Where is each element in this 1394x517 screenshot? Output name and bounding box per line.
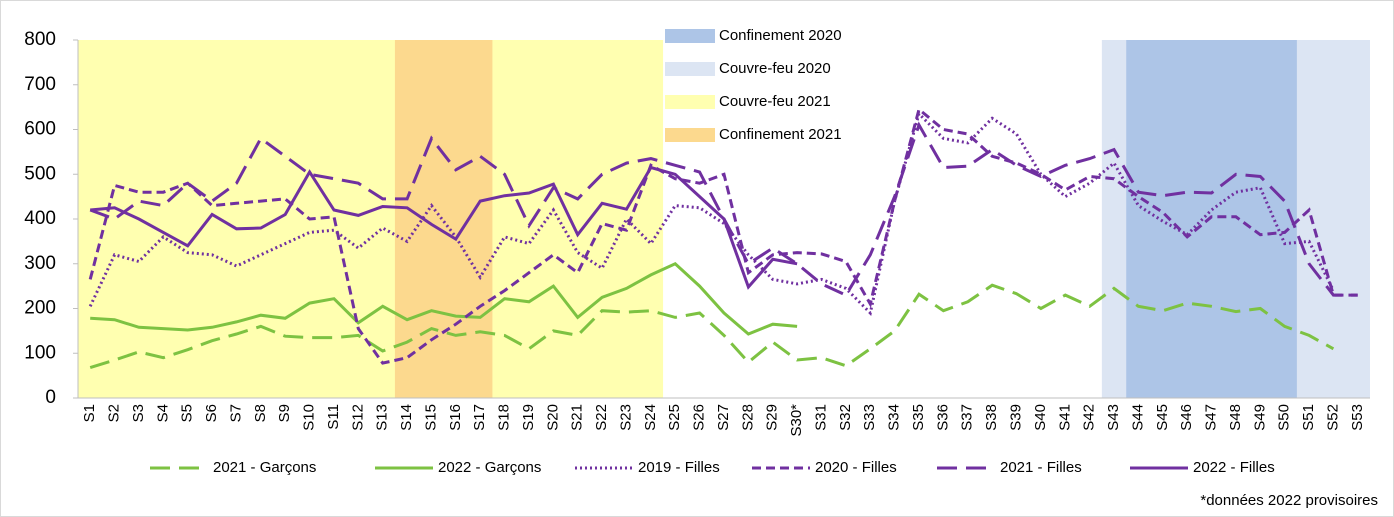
x-tick-label: S39 (1007, 404, 1024, 431)
y-tick-label: 0 (45, 387, 56, 408)
legend-swatch (665, 128, 715, 142)
x-tick-label: S33 (861, 404, 878, 431)
x-tick-label: S30* (788, 404, 805, 437)
period-band (394, 40, 493, 398)
x-tick-label: S52 (1324, 404, 1341, 431)
legend-label: 2021 - Garçons (213, 459, 316, 476)
x-tick-label: S15 (422, 404, 439, 431)
x-tick-label: S44 (1129, 404, 1146, 431)
x-tick-label: S12 (349, 404, 366, 431)
legend-label: Confinement 2020 (719, 27, 842, 44)
x-tick-label: S5 (179, 404, 196, 422)
y-tick-label: 200 (24, 298, 56, 319)
x-tick-label: S29 (764, 404, 781, 431)
y-tick-label: 500 (24, 163, 56, 184)
legend-label: Couvre-feu 2020 (719, 60, 831, 77)
x-tick-label: S2 (106, 404, 123, 422)
y-tick-label: 400 (24, 208, 56, 229)
x-tick-label: S47 (1203, 404, 1220, 431)
x-tick-label: S1 (81, 404, 98, 422)
x-tick-label: S31 (812, 404, 829, 431)
x-tick-label: S13 (374, 404, 391, 431)
x-tick-label: S19 (520, 404, 537, 431)
legend-swatch (665, 29, 715, 43)
legend-label: 2022 - Filles (1193, 459, 1275, 476)
series-line (90, 262, 798, 336)
x-tick-label: S26 (691, 404, 708, 431)
x-tick-label: S36 (934, 404, 951, 431)
period-band (1126, 40, 1297, 398)
series-line (90, 165, 798, 290)
x-tick-label: S6 (203, 404, 220, 422)
footnote: *données 2022 provisoires (1200, 492, 1378, 509)
x-tick-label: S11 (325, 404, 342, 430)
legend-label: Couvre-feu 2021 (719, 93, 831, 110)
x-tick-label: S3 (130, 404, 147, 422)
x-tick-label: S14 (398, 404, 415, 431)
y-tick-label: 800 (24, 29, 56, 50)
x-tick-label: S51 (1300, 404, 1317, 431)
x-tick-label: S16 (447, 404, 464, 431)
x-tick-label: S23 (617, 404, 634, 431)
x-tick-label: S21 (569, 404, 586, 431)
x-tick-label: S27 (715, 404, 732, 431)
x-tick-label: S28 (739, 404, 756, 431)
x-tick-label: S24 (642, 404, 659, 431)
x-tick-label: S43 (1105, 404, 1122, 431)
y-tick-label: 700 (24, 74, 56, 95)
x-tick-label: S45 (1154, 404, 1171, 431)
series-line (88, 106, 1358, 365)
x-tick-label: S25 (666, 404, 683, 431)
x-tick-label: S35 (910, 404, 927, 431)
y-tick-label: 600 (24, 119, 56, 140)
x-tick-label: S49 (1251, 404, 1268, 431)
x-tick-label: S7 (227, 404, 244, 422)
legend-label: 2022 - Garçons (438, 459, 541, 476)
x-tick-label: S40 (1032, 404, 1049, 431)
legend-label: 2020 - Filles (815, 459, 897, 476)
x-tick-label: S18 (496, 404, 513, 431)
period-band (78, 40, 664, 398)
legend-swatch (665, 95, 715, 109)
x-tick-label: S50 (1276, 404, 1293, 431)
y-tick-label: 300 (24, 253, 56, 274)
x-tick-label: S8 (252, 404, 269, 422)
x-tick-label: S42 (1081, 404, 1098, 431)
series-line (89, 283, 1335, 370)
x-tick-label: S48 (1227, 404, 1244, 431)
x-tick-label: S17 (471, 404, 488, 431)
x-tick-label: S32 (837, 404, 854, 431)
x-tick-label: S53 (1349, 404, 1366, 431)
legend-label: Confinement 2021 (719, 126, 842, 143)
x-tick-label: S41 (1056, 404, 1073, 431)
x-tick-label: S37 (959, 404, 976, 431)
legend-swatch (665, 62, 715, 76)
legend-label: 2019 - Filles (638, 459, 720, 476)
x-tick-label: S34 (886, 404, 903, 431)
x-tick-label: S38 (983, 404, 1000, 431)
x-tick-label: S22 (593, 404, 610, 431)
y-tick-label: 100 (24, 342, 56, 363)
legend-label: 2021 - Filles (1000, 459, 1082, 476)
x-tick-label: S9 (276, 404, 293, 422)
x-tick-label: S20 (544, 404, 561, 431)
x-tick-label: S10 (301, 404, 318, 431)
x-tick-label: S46 (1178, 404, 1195, 431)
x-tick-label: S4 (154, 404, 171, 422)
